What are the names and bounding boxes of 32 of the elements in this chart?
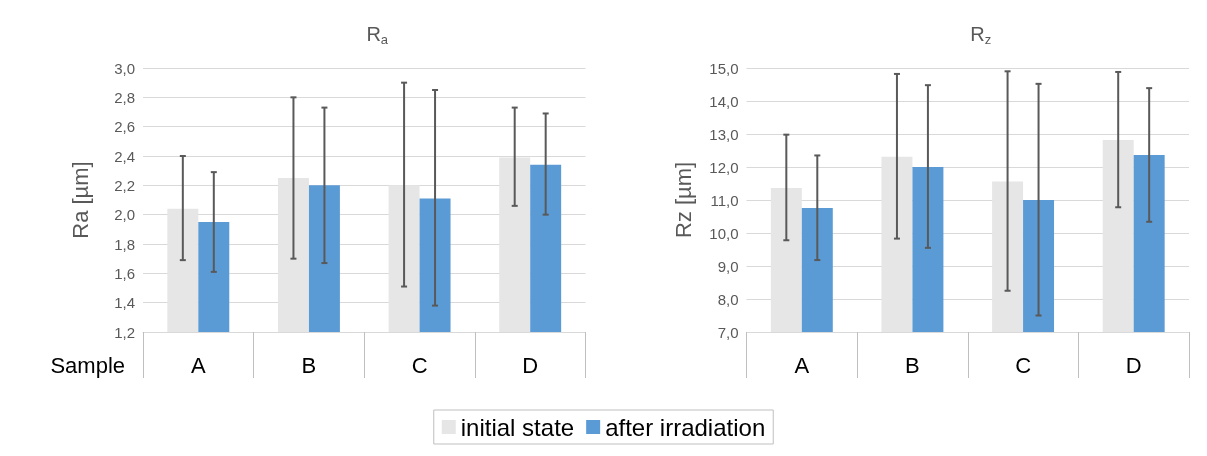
y-axis-title: Ra [µm]	[67, 161, 93, 239]
y-tick-label: 1,2	[114, 323, 135, 341]
y-tick-label: 9,0	[717, 257, 739, 275]
x-tick-label: D	[522, 352, 539, 378]
y-tick-label: 2,2	[114, 176, 135, 194]
x-tick-label: B	[301, 352, 317, 378]
y-tick-label: 1,4	[114, 294, 135, 312]
y-tick-label: 10,0	[709, 224, 739, 242]
y-tick-label: 1,8	[114, 235, 135, 253]
y-tick-label: 2,6	[114, 118, 135, 136]
y-tick-label: 14,0	[709, 92, 739, 110]
y-tick-label: 2,0	[114, 206, 135, 224]
y-tick-label: 1,6	[114, 264, 135, 282]
x-tick-label: A	[190, 352, 206, 378]
x-axis-title: Sample	[50, 352, 125, 378]
x-tick-label: C	[411, 352, 428, 378]
y-tick-label: 11,0	[710, 191, 739, 209]
x-tick-label: C	[1015, 352, 1032, 378]
x-tick-label: B	[905, 352, 920, 378]
y-tick-label: 12,0	[709, 158, 739, 176]
x-tick-label: D	[1125, 352, 1142, 378]
y-axis-title: Rz [µm]	[671, 161, 696, 239]
y-tick-label: 13,0	[709, 125, 739, 143]
legend-label: after irradiation	[605, 413, 766, 441]
x-tick-label: A	[794, 352, 810, 378]
y-tick-label: 2,4	[114, 147, 135, 165]
y-tick-label: 15,0	[709, 59, 739, 77]
y-tick-label: 2,8	[114, 88, 135, 106]
y-tick-label: 7,0	[717, 323, 739, 341]
y-tick-label: 8,0	[717, 290, 739, 308]
legend-label: initial state	[460, 413, 575, 441]
y-tick-label: 3,0	[114, 59, 135, 77]
